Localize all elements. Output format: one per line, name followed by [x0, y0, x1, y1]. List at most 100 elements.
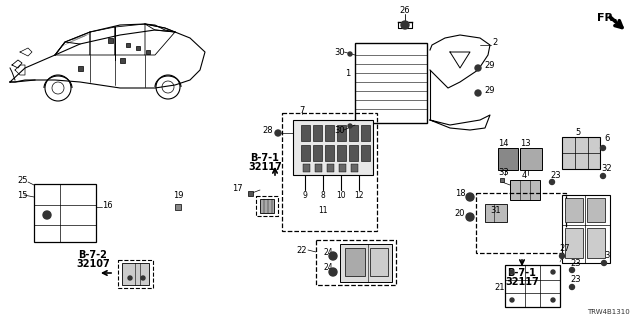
Text: 26: 26: [400, 5, 410, 14]
Bar: [146, 50, 150, 54]
Text: 21: 21: [495, 283, 505, 292]
Text: B-7-1: B-7-1: [508, 268, 536, 278]
Text: 32117: 32117: [505, 277, 539, 287]
Circle shape: [466, 193, 474, 201]
Bar: [136, 46, 140, 50]
Bar: [370, 248, 388, 276]
Text: FR.: FR.: [596, 13, 617, 23]
Bar: [325, 125, 334, 141]
Text: 30: 30: [335, 47, 346, 57]
Circle shape: [475, 90, 481, 96]
Text: 32: 32: [602, 164, 612, 172]
Bar: [476, 193, 566, 253]
Bar: [351, 164, 358, 172]
Circle shape: [551, 298, 555, 302]
Bar: [565, 228, 583, 258]
Bar: [303, 164, 310, 172]
Bar: [485, 204, 507, 222]
Text: 23: 23: [571, 276, 581, 284]
Text: 11: 11: [318, 205, 328, 214]
Bar: [118, 260, 153, 288]
Bar: [293, 120, 373, 175]
Bar: [175, 204, 181, 210]
Bar: [562, 195, 610, 263]
Text: 10: 10: [336, 190, 346, 199]
Text: 4: 4: [522, 171, 527, 180]
Circle shape: [600, 146, 605, 150]
Circle shape: [510, 298, 514, 302]
Text: 25: 25: [18, 175, 28, 185]
Text: 3: 3: [604, 251, 610, 260]
Text: 12: 12: [355, 190, 364, 199]
Bar: [565, 198, 583, 222]
Text: 5: 5: [575, 127, 580, 137]
Bar: [587, 228, 605, 258]
Text: 28: 28: [262, 125, 273, 134]
Text: 32117: 32117: [248, 162, 282, 172]
Bar: [108, 37, 113, 43]
Bar: [510, 180, 540, 200]
Text: 31: 31: [491, 205, 501, 214]
Circle shape: [551, 270, 555, 274]
Bar: [500, 178, 504, 182]
Text: 7: 7: [300, 106, 305, 115]
Circle shape: [141, 276, 145, 280]
Bar: [349, 125, 358, 141]
Circle shape: [570, 284, 575, 290]
Circle shape: [570, 268, 575, 273]
Bar: [587, 198, 605, 222]
Bar: [256, 196, 278, 216]
Bar: [520, 148, 542, 170]
Bar: [34, 184, 96, 242]
Bar: [301, 145, 310, 161]
Circle shape: [550, 180, 554, 185]
Text: B-7-2: B-7-2: [79, 250, 108, 260]
Text: 22: 22: [296, 245, 307, 254]
Bar: [122, 263, 149, 285]
Text: 17: 17: [232, 183, 243, 193]
Text: 30: 30: [335, 125, 346, 134]
Bar: [337, 125, 346, 141]
Bar: [120, 58, 125, 62]
Bar: [349, 145, 358, 161]
Bar: [505, 265, 560, 307]
Circle shape: [401, 21, 409, 29]
Bar: [248, 190, 253, 196]
Text: 1: 1: [345, 68, 350, 77]
Bar: [313, 125, 322, 141]
Bar: [315, 164, 322, 172]
Bar: [325, 145, 334, 161]
Text: 29: 29: [484, 85, 495, 94]
Text: 14: 14: [498, 139, 508, 148]
Bar: [316, 240, 396, 285]
Bar: [282, 113, 377, 231]
Text: 29: 29: [484, 60, 495, 69]
Bar: [355, 43, 427, 123]
Circle shape: [348, 52, 352, 56]
Bar: [260, 199, 274, 213]
Circle shape: [600, 173, 605, 179]
Circle shape: [475, 65, 481, 71]
Text: 20: 20: [455, 209, 465, 218]
Text: B-7-1: B-7-1: [251, 153, 280, 163]
Circle shape: [510, 270, 514, 274]
Text: 32107: 32107: [76, 259, 110, 269]
Circle shape: [128, 276, 132, 280]
Text: 24: 24: [323, 263, 333, 273]
Bar: [345, 248, 365, 276]
Circle shape: [43, 211, 51, 219]
Text: 24: 24: [323, 247, 333, 257]
Bar: [562, 137, 600, 169]
Bar: [340, 244, 392, 282]
Circle shape: [275, 130, 281, 136]
Text: 23: 23: [571, 259, 581, 268]
Circle shape: [559, 253, 564, 259]
Bar: [498, 148, 518, 170]
Text: 19: 19: [173, 190, 183, 199]
Text: 6: 6: [604, 133, 610, 142]
Text: 2: 2: [492, 37, 498, 46]
Text: 27: 27: [560, 244, 570, 252]
Bar: [361, 125, 370, 141]
Circle shape: [466, 213, 474, 221]
Circle shape: [329, 268, 337, 276]
